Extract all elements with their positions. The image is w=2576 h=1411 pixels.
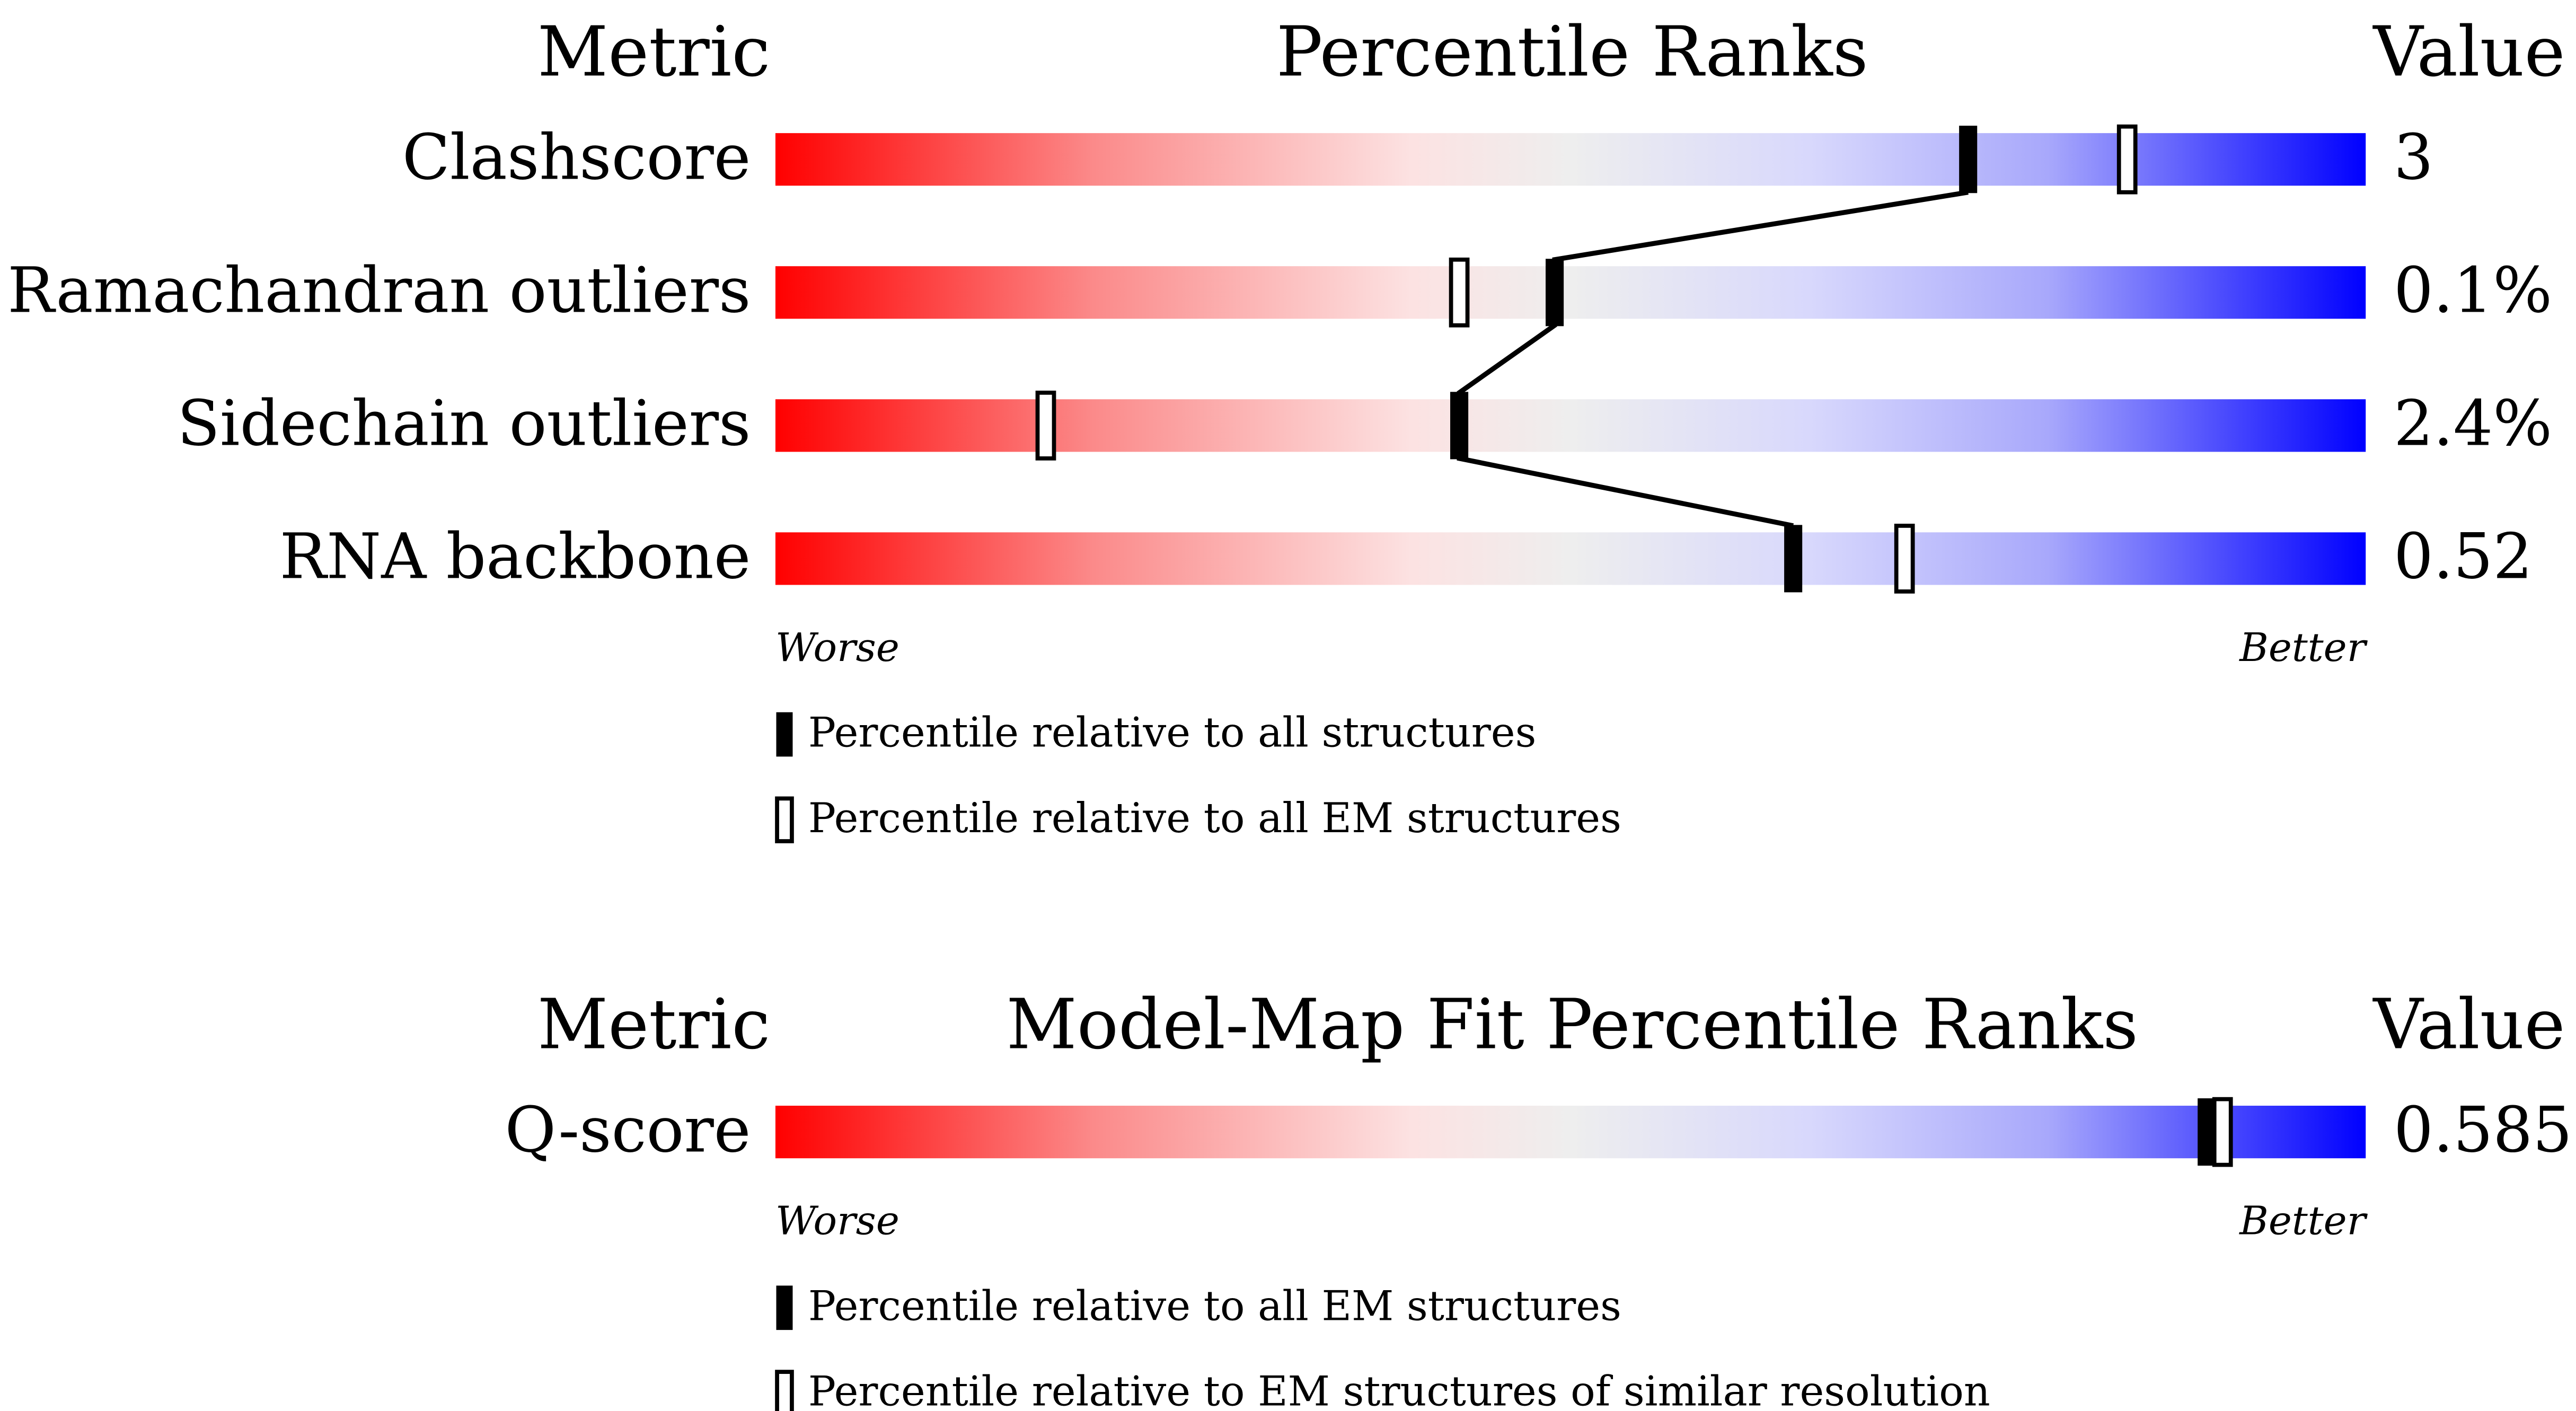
header-title: Percentile Ranks [1276, 12, 1868, 92]
header-metric: Metric [537, 984, 770, 1064]
header-title: Model-Map Fit Percentile Ranks [1006, 984, 2138, 1064]
metric-label: Clashscore [402, 121, 751, 194]
header-value: Value [2372, 12, 2565, 92]
metric-value: 0.585 [2394, 1093, 2572, 1166]
legend-label: Percentile relative to EM structures of … [808, 1368, 1990, 1411]
percentile-bar [775, 1106, 2366, 1159]
marker-relative [1449, 257, 1470, 328]
scale-worse: Worse [775, 624, 899, 671]
marker-relative [1035, 390, 1056, 461]
legend-swatch [775, 796, 794, 843]
percentile-bar [775, 266, 2366, 319]
legend-label: Percentile relative to all EM structures [808, 1282, 1621, 1330]
marker-relative [1894, 524, 1915, 594]
scale-worse: Worse [775, 1198, 899, 1244]
connector-line [1457, 190, 1969, 528]
percentile-bar [775, 133, 2366, 186]
legend-label: Percentile relative to all structures [808, 709, 1536, 757]
metric-value: 3 [2394, 121, 2433, 194]
metric-value: 2.4% [2394, 387, 2552, 460]
marker-all [2198, 1098, 2216, 1166]
percentile-bar [775, 399, 2366, 452]
scale-better: Better [2238, 1198, 2368, 1244]
marker-relative [2116, 124, 2138, 195]
metric-label: Sidechain outliers [177, 387, 751, 460]
scale-better: Better [2238, 624, 2368, 671]
metric-value: 0.52 [2394, 521, 2533, 593]
marker-all [1959, 126, 1978, 193]
legend-swatch [776, 712, 793, 757]
header-metric: Metric [537, 12, 770, 92]
marker-all [1784, 525, 1803, 593]
metric-label: RNA backbone [280, 521, 751, 593]
metric-label: Ramachandran outliers [7, 254, 751, 327]
percentile-bar [775, 532, 2366, 585]
metric-label: Q-score [505, 1093, 751, 1166]
legend-label: Percentile relative to all EM structures [808, 795, 1621, 842]
marker-relative [2212, 1097, 2233, 1167]
header-value: Value [2372, 984, 2565, 1064]
legend-swatch [776, 1285, 793, 1330]
legend-swatch [775, 1370, 794, 1411]
metric-value: 0.1% [2394, 254, 2552, 327]
